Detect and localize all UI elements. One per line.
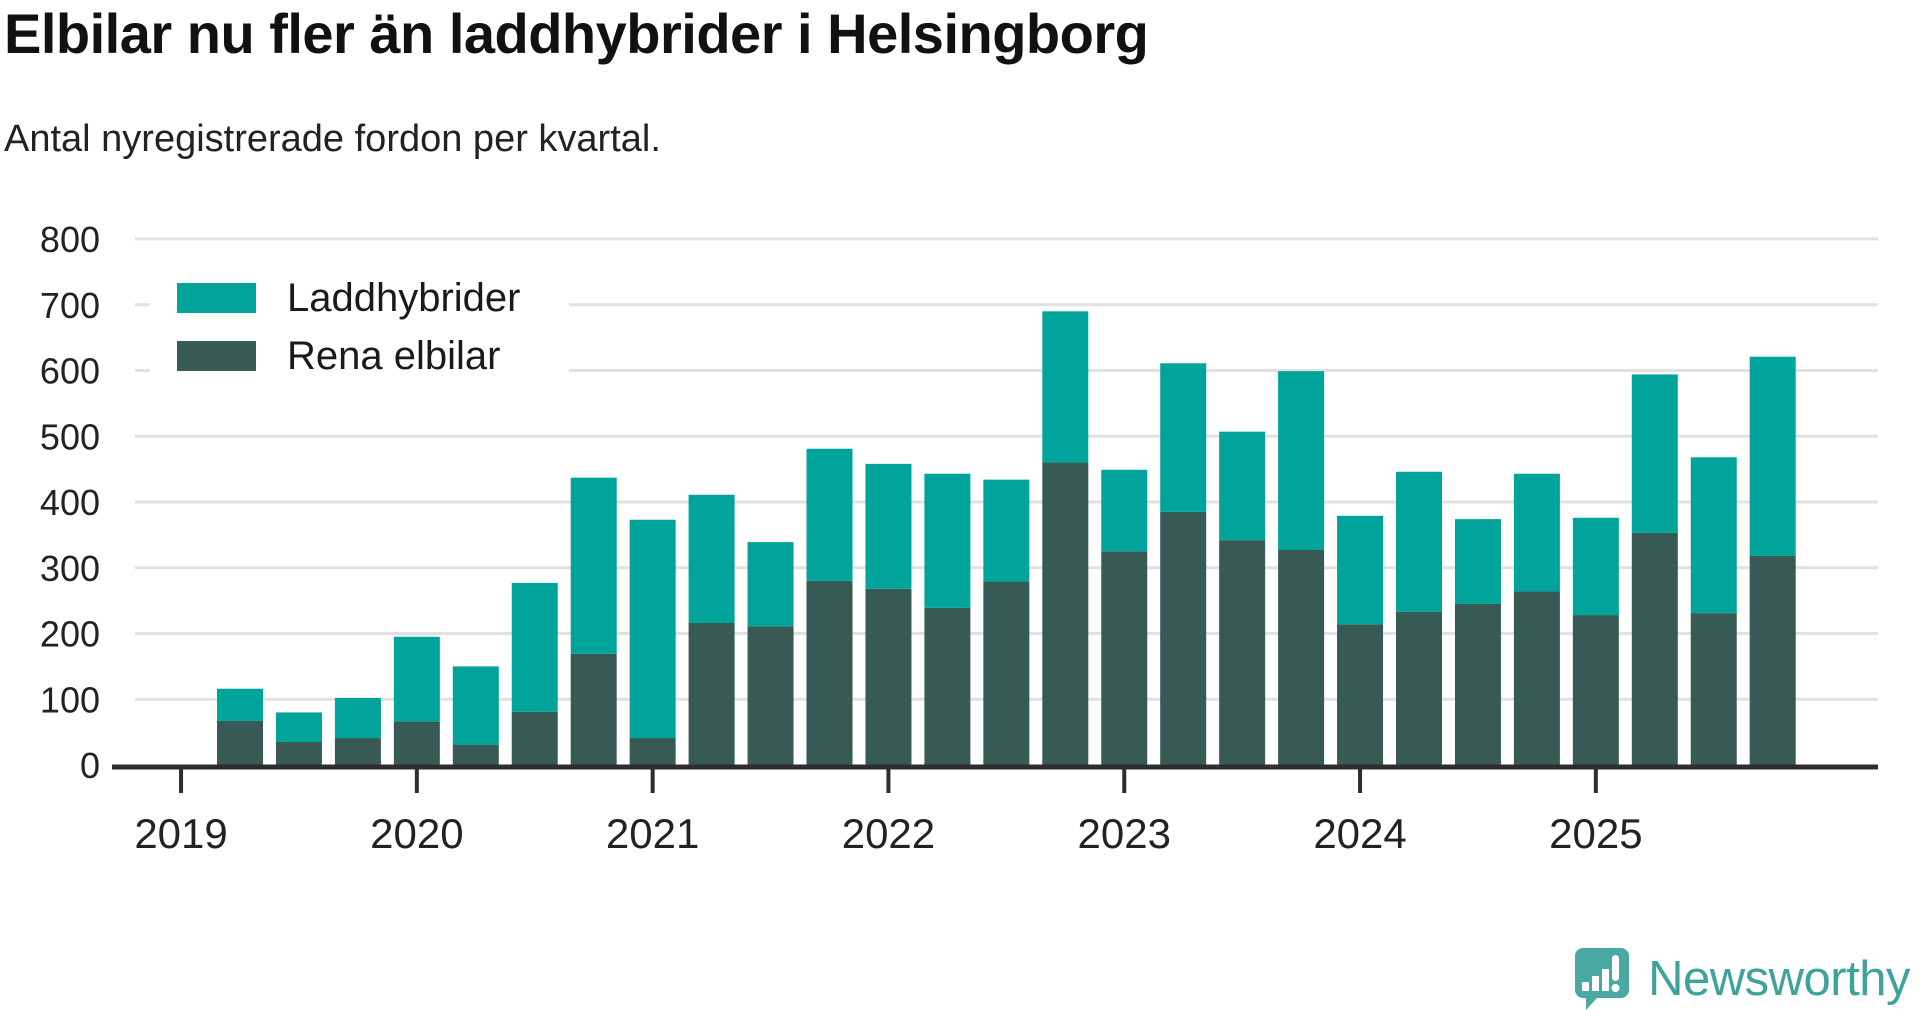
bar-2020Q3-laddhybrider (511, 582, 558, 712)
bar-2023Q2-rena-elbilar (1160, 511, 1207, 765)
bar-2024Q4-laddhybrider (1513, 473, 1560, 592)
bar-2024Q3-laddhybrider (1454, 519, 1501, 604)
y-axis-label-200: 200 (40, 614, 100, 655)
chart-legend: Laddhybrider Rena elbilar (150, 264, 569, 392)
legend-swatch-rena-elbilar-icon (177, 341, 256, 371)
bar-2019Q2-laddhybrider (217, 688, 263, 721)
bar-2022Q4-laddhybrider (1042, 311, 1089, 463)
newsworthy-branding: Newsworthy (1573, 946, 1910, 1010)
bar-2025Q1-laddhybrider (1572, 517, 1619, 616)
bar-2020Q2-rena-elbilar (452, 744, 499, 765)
legend-swatch-laddhybrider-icon (177, 283, 256, 313)
bar-2019Q2-rena-elbilar (217, 720, 263, 765)
bar-2024Q2-laddhybrider (1396, 471, 1442, 612)
bar-2019Q3-laddhybrider (275, 712, 322, 742)
bar-2025Q1-rena-elbilar (1572, 615, 1619, 765)
x-axis-label-2020: 2020 (370, 810, 463, 857)
legend-item-laddhybrider: Laddhybrider (177, 276, 569, 320)
bar-2021Q3-laddhybrider (747, 542, 794, 627)
bar-2025Q2-laddhybrider (1631, 374, 1678, 533)
bar-2024Q2-rena-elbilar (1396, 611, 1442, 765)
bar-2025Q3-rena-elbilar (1690, 613, 1737, 765)
bar-2023Q1-laddhybrider (1101, 469, 1148, 552)
bar-2021Q2-laddhybrider (688, 494, 735, 623)
bar-2023Q3-laddhybrider (1219, 431, 1266, 541)
bar-2023Q2-laddhybrider (1160, 363, 1207, 512)
y-axis-label-700: 700 (40, 285, 100, 326)
y-axis-label-300: 300 (40, 548, 100, 589)
bar-2022Q2-rena-elbilar (924, 607, 971, 765)
bar-2025Q2-rena-elbilar (1631, 532, 1678, 765)
y-axis-label-800: 800 (40, 219, 100, 260)
chart-subtitle: Antal nyregistrerade fordon per kvartal. (4, 118, 661, 160)
bar-2024Q1-laddhybrider (1337, 515, 1384, 625)
x-axis-label-2023: 2023 (1078, 810, 1171, 857)
newsworthy-brand-name: Newsworthy (1648, 952, 1910, 1006)
bar-2021Q1-rena-elbilar (629, 738, 676, 765)
bar-2020Q1-laddhybrider (393, 636, 440, 722)
bar-2024Q3-rena-elbilar (1454, 603, 1501, 765)
bar-2021Q3-rena-elbilar (747, 626, 794, 765)
x-axis-label-2022: 2022 (842, 810, 935, 857)
y-axis-label-100: 100 (40, 679, 100, 720)
legend-label-laddhybrider: Laddhybrider (287, 275, 521, 320)
bar-2020Q4-rena-elbilar (570, 653, 617, 765)
chart-title: Elbilar nu fler än laddhybrider i Helsin… (4, 2, 1149, 65)
bar-2019Q4-laddhybrider (334, 697, 381, 739)
bar-2020Q1-rena-elbilar (393, 721, 440, 765)
bar-2023Q1-rena-elbilar (1101, 551, 1148, 765)
bar-2023Q4-laddhybrider (1278, 371, 1325, 550)
bar-2020Q4-laddhybrider (570, 477, 617, 654)
bar-2020Q2-laddhybrider (452, 666, 499, 745)
bar-2024Q4-rena-elbilar (1513, 591, 1560, 765)
x-axis-label-2024: 2024 (1313, 810, 1406, 857)
bar-2021Q4-laddhybrider (806, 448, 853, 581)
bar-2021Q1-laddhybrider (629, 519, 676, 739)
y-axis-label-0: 0 (80, 745, 100, 786)
legend-item-rena-elbilar: Rena elbilar (177, 334, 569, 378)
bar-2022Q2-laddhybrider (924, 473, 971, 608)
bar-2022Q3-laddhybrider (983, 479, 1030, 582)
legend-label-rena-elbilar: Rena elbilar (287, 333, 501, 378)
bar-2021Q4-rena-elbilar (806, 580, 853, 765)
bar-2023Q3-rena-elbilar (1219, 540, 1266, 765)
y-axis-label-500: 500 (40, 416, 100, 457)
bar-2022Q3-rena-elbilar (983, 581, 1030, 765)
bar-2022Q1-laddhybrider (865, 463, 912, 589)
bar-2025Q4-rena-elbilar (1749, 555, 1796, 765)
y-axis-label-600: 600 (40, 351, 100, 392)
bar-2022Q1-rena-elbilar (865, 588, 912, 765)
bar-2019Q4-rena-elbilar (334, 738, 381, 765)
x-axis-label-2021: 2021 (606, 810, 699, 857)
x-axis-label-2019: 2019 (134, 810, 227, 857)
newsworthy-logo-icon (1575, 948, 1630, 1010)
bar-2021Q2-rena-elbilar (688, 622, 735, 765)
bar-2025Q3-laddhybrider (1690, 457, 1737, 614)
bar-2022Q4-rena-elbilar (1042, 462, 1089, 765)
bar-2023Q4-rena-elbilar (1278, 549, 1325, 765)
bar-2019Q3-rena-elbilar (275, 741, 322, 765)
bar-2025Q4-laddhybrider (1749, 356, 1796, 556)
bar-2024Q1-rena-elbilar (1337, 624, 1384, 765)
y-axis-label-400: 400 (40, 482, 100, 523)
bar-2020Q3-rena-elbilar (511, 711, 558, 765)
x-axis-label-2025: 2025 (1549, 810, 1642, 857)
